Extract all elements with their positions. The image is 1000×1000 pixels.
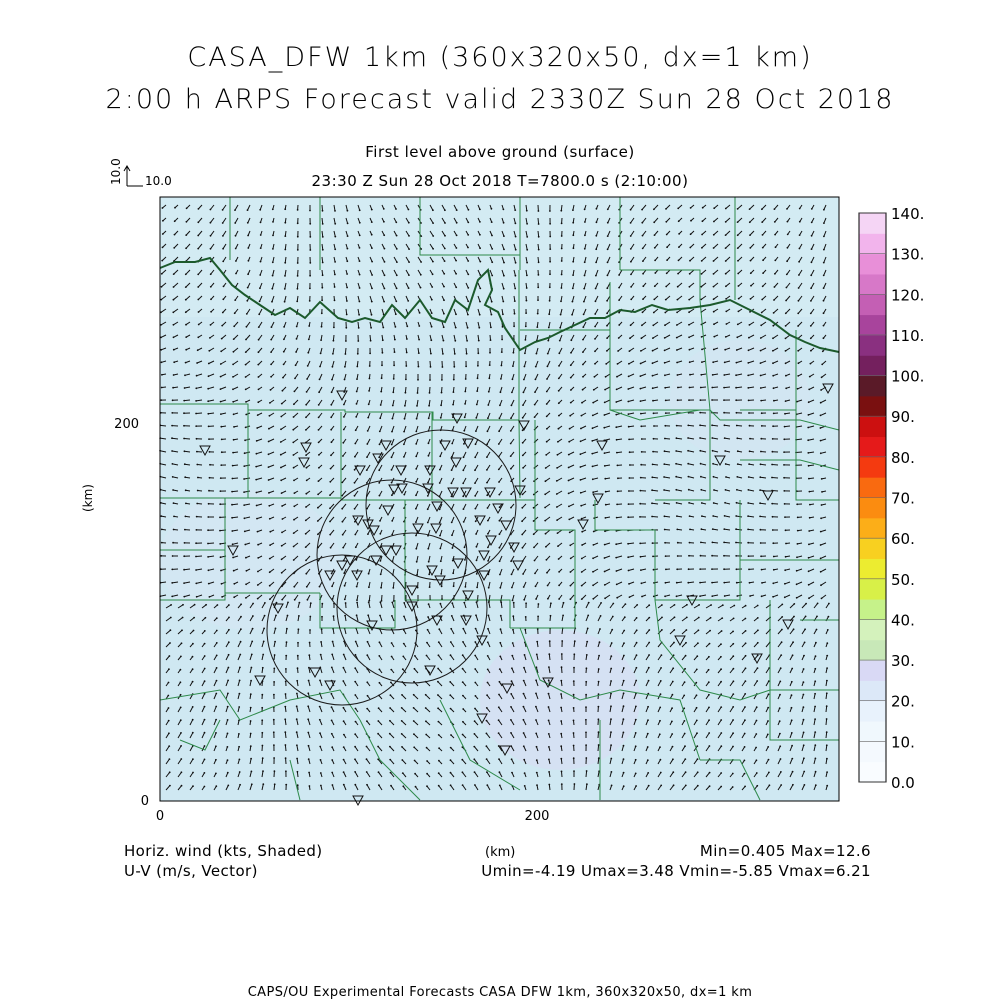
colorbar-swatch	[859, 538, 886, 559]
colorbar-label: 70.	[891, 490, 915, 508]
colorbar-label: 90.	[891, 408, 915, 426]
colorbar-swatch	[859, 599, 886, 620]
state-border-red-river	[159, 256, 840, 353]
colorbar-swatch	[859, 660, 886, 681]
colorbar-label: 80.	[891, 449, 915, 467]
colorbar-swatch	[859, 619, 886, 641]
y-tick-200: 200	[114, 417, 139, 432]
colorbar-swatch	[859, 761, 886, 783]
colorbar-label: 60.	[891, 530, 915, 548]
y-axis-unit: (km)	[81, 484, 95, 512]
colorbar-swatch	[859, 314, 886, 336]
colorbar-swatch	[859, 355, 886, 377]
colorbar-label: 120.	[891, 286, 924, 304]
valid-time-label: 23:30 Z Sun 28 Oct 2018 T=7800.0 s (2:10…	[311, 172, 689, 190]
colorbar-swatch	[859, 273, 886, 295]
colorbar-swatch	[859, 375, 886, 397]
x-tick-0: 0	[156, 809, 164, 824]
colorbar-label: 10.	[891, 733, 915, 751]
colorbar-swatch	[859, 558, 886, 580]
colorbar-label: 100.	[891, 368, 924, 386]
colorbar-label: 50.	[891, 571, 915, 589]
credit-line: CAPS/OU Experimental Forecasts CASA DFW …	[247, 985, 753, 1000]
vector-key-vertical-label: 10.0	[109, 158, 123, 185]
colorbar-swatch	[859, 213, 886, 234]
footer-min-max: Min=0.405 Max=12.6	[699, 842, 871, 860]
colorbar-swatch	[859, 477, 886, 498]
colorbar-swatch	[859, 578, 886, 600]
vector-key: 10.0 10.0	[109, 158, 172, 188]
colorbar-label: 20.	[891, 693, 915, 711]
vector-key-horizontal-label: 10.0	[145, 174, 172, 188]
colorbar: 140. 130. 120. 110. 100. 90. 80. 70. 60. 50. 40. 30…	[858, 205, 924, 792]
colorbar-swatch	[859, 639, 886, 661]
colorbar-swatch	[859, 395, 886, 417]
x-axis-unit: (km)	[485, 845, 516, 860]
colorbar-swatch	[859, 253, 886, 275]
axes: 200 0 0 200 (km)	[81, 417, 549, 824]
title-line-1: CASA_DFW 1km (360x320x50, dx=1 km)	[187, 42, 813, 73]
colorbar-swatch	[859, 741, 886, 763]
colorbar-swatch	[859, 700, 886, 722]
colorbar-swatch	[859, 517, 886, 539]
colorbar-swatch	[859, 456, 886, 478]
footer-vector-label: U-V (m/s, Vector)	[124, 862, 258, 880]
colorbar-label: 30.	[891, 652, 915, 670]
colorbar-swatch	[859, 233, 886, 255]
colorbar-label: 140.	[891, 205, 924, 223]
level-label: First level above ground (surface)	[365, 143, 635, 161]
colorbar-label: 110.	[891, 327, 924, 345]
county-borders	[159, 197, 840, 801]
plot-frame	[159, 196, 840, 802]
colorbar-swatch	[859, 294, 886, 316]
colorbar-swatch	[859, 680, 886, 702]
x-tick-200: 200	[525, 809, 550, 824]
plot-area	[159, 196, 840, 807]
station-markers	[199, 383, 834, 807]
colorbar-swatch	[859, 721, 886, 742]
radar-range-rings	[266, 429, 517, 706]
colorbar-swatch	[859, 416, 886, 438]
footer-shaded-label: Horiz. wind (kts, Shaded)	[124, 842, 323, 860]
colorbar-swatch	[859, 497, 886, 519]
y-tick-0: 0	[141, 794, 149, 809]
colorbar-swatch	[859, 334, 886, 356]
colorbar-swatch	[859, 436, 886, 458]
title-line-2: 2:00 h ARPS Forecast valid 2330Z Sun 28 …	[105, 84, 895, 115]
footer-uv-range: Umin=-4.19 Umax=3.48 Vmin=-5.85 Vmax=6.2…	[481, 862, 871, 880]
colorbar-label: 130.	[891, 246, 924, 264]
colorbar-label: 0.0	[891, 774, 915, 792]
colorbar-label: 40.	[891, 611, 915, 629]
